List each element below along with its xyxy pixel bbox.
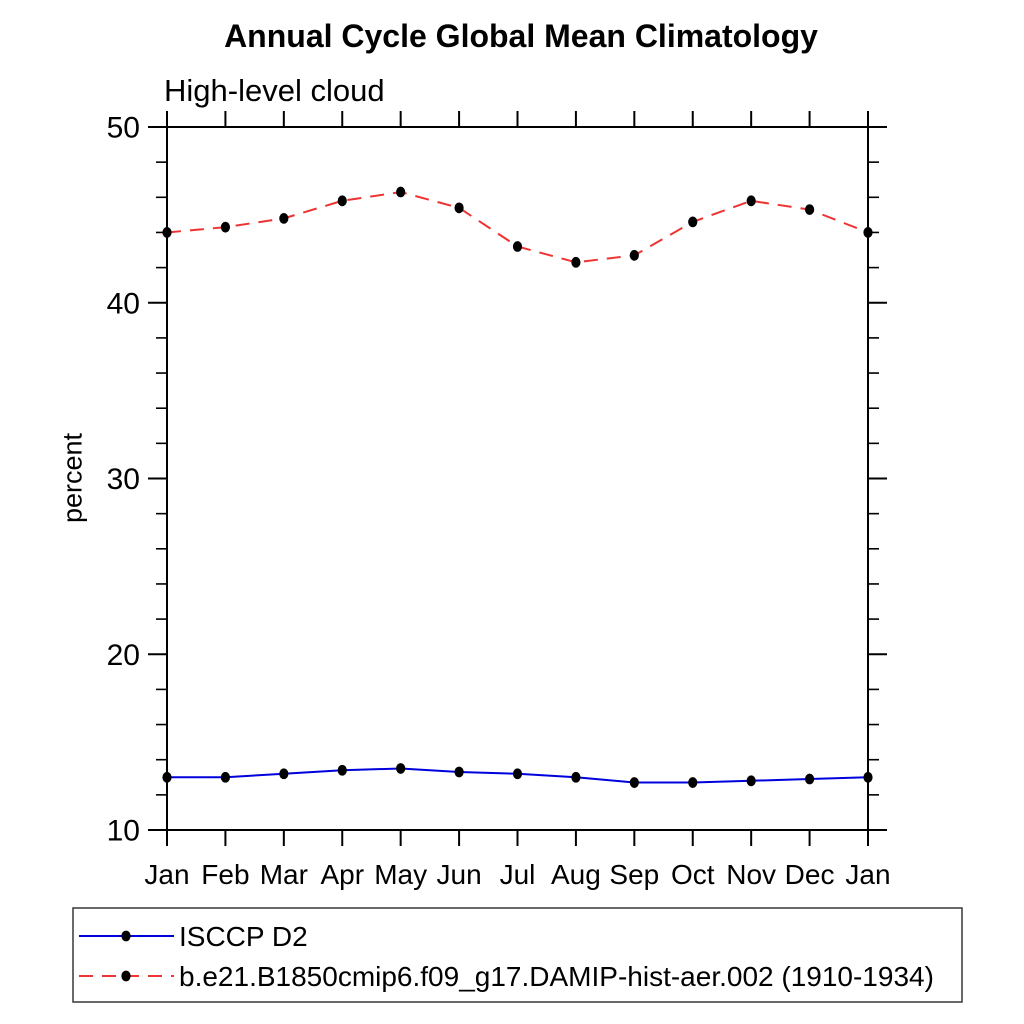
legend-marker-dot [121, 970, 131, 982]
series-marker-0 [220, 771, 231, 783]
series-marker-0 [279, 768, 289, 780]
y-axis-label: percent [57, 432, 87, 523]
x-month-label: Dec [785, 859, 835, 890]
series-marker-1 [688, 216, 698, 228]
series-marker-0 [804, 773, 815, 785]
series-marker-0 [746, 775, 756, 787]
data-series [162, 186, 873, 788]
series-marker-1 [220, 221, 231, 233]
x-month-label: Aug [551, 859, 601, 890]
series-marker-1 [337, 195, 347, 207]
chart-subtitle: High-level cloud [164, 73, 385, 108]
series-marker-0 [571, 771, 581, 783]
series-marker-0 [863, 771, 873, 783]
legend-label-model: b.e21.B1850cmip6.f09_g17.DAMIP-hist-aer.… [179, 961, 934, 992]
series-marker-1 [863, 227, 873, 238]
legend-box: ISCCP D2 b.e21.B1850cmip6.f09_g17.DAMIP-… [72, 907, 963, 1003]
series-marker-1 [746, 195, 756, 207]
x-month-label: Feb [201, 859, 249, 890]
series-marker-0 [454, 766, 464, 778]
series-marker-0 [162, 771, 172, 783]
series-marker-1 [396, 186, 406, 198]
series-marker-1 [279, 212, 289, 224]
series-marker-1 [804, 204, 815, 216]
x-month-label: Jun [437, 859, 482, 890]
y-tick-label: 40 [107, 287, 140, 320]
y-tick-label: 10 [107, 815, 140, 848]
y-tick-label: 20 [107, 639, 140, 672]
series-marker-1 [454, 202, 464, 214]
x-month-label: Jul [500, 859, 536, 890]
x-month-label: Nov [726, 859, 776, 890]
series-marker-0 [688, 777, 698, 788]
x-month-label: Sep [609, 859, 659, 890]
series-marker-1 [629, 249, 639, 261]
plot-frame [166, 126, 869, 831]
legend-border [72, 907, 963, 1003]
y-tick-label: 50 [107, 112, 140, 145]
series-marker-0 [337, 764, 347, 776]
legend-label-isccp: ISCCP D2 [179, 921, 308, 952]
x-month-label: May [374, 859, 427, 890]
series-marker-0 [512, 768, 523, 780]
x-month-label: Mar [260, 859, 308, 890]
series-marker-0 [396, 763, 406, 774]
chart-title: Annual Cycle Global Mean Climatology [224, 18, 818, 54]
x-month-label: Jan [144, 859, 189, 890]
series-marker-1 [571, 256, 581, 268]
x-month-label: Oct [671, 859, 715, 890]
y-tick-label: 30 [107, 463, 140, 496]
legend-entry-isccp: ISCCP D2 [79, 921, 308, 952]
legend-marker-dot [121, 930, 131, 942]
x-month-label: Jan [845, 859, 890, 890]
series-marker-0 [629, 777, 639, 788]
x-month-label: Apr [320, 859, 364, 890]
series-marker-1 [162, 227, 172, 238]
legend-entry-model: b.e21.B1850cmip6.f09_g17.DAMIP-hist-aer.… [79, 961, 934, 992]
series-marker-1 [512, 241, 523, 252]
axes: 10 20 30 40 50 Jan Feb Mar Apr May Jun Jul Aug Sep Oct… [107, 111, 891, 890]
